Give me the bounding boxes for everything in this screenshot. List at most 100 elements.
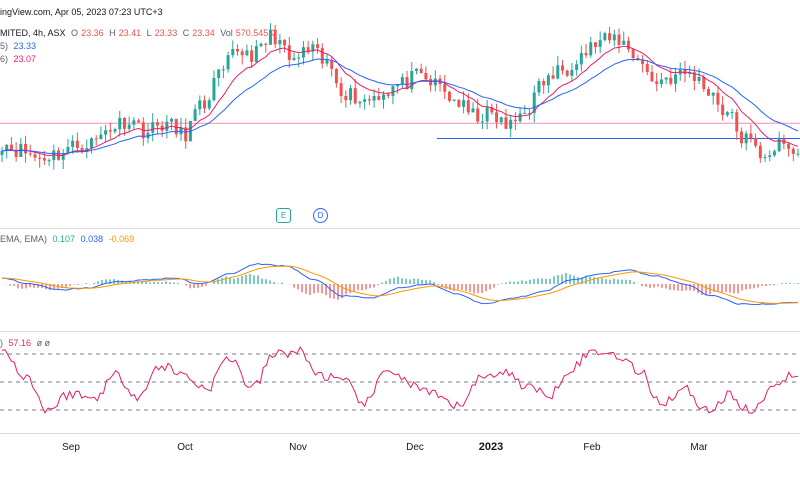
candle-body xyxy=(735,112,739,132)
candle-body xyxy=(626,40,630,50)
candle-body xyxy=(645,63,649,72)
candle-body xyxy=(754,138,758,146)
candle-body xyxy=(702,76,706,90)
pane-divider[interactable] xyxy=(0,228,800,229)
candle-body xyxy=(650,71,654,82)
candle-body xyxy=(349,88,353,101)
candle-body xyxy=(542,80,546,86)
time-axis[interactable]: Sep Oct Nov Dec 2023 Feb Mar xyxy=(0,434,800,487)
candle-body xyxy=(598,40,602,47)
candle-body xyxy=(523,113,527,115)
source-text: ingView.com, Apr 05, 2023 07:23 UTC+3 xyxy=(0,7,163,17)
candle-body xyxy=(160,125,164,131)
candle-body xyxy=(758,145,762,159)
candle-body xyxy=(137,120,141,123)
macd-signal-value: -0.069 xyxy=(108,234,135,244)
candle-body xyxy=(419,68,423,73)
candle-body xyxy=(283,39,287,46)
candle-body xyxy=(674,74,678,84)
candle-body xyxy=(264,43,268,45)
ohlc-h-val: 23.41 xyxy=(118,28,142,38)
candle-body xyxy=(593,42,597,47)
candle-body xyxy=(688,72,692,74)
candle-body xyxy=(301,47,305,58)
candle-body xyxy=(0,151,4,155)
ema2-label: 6) xyxy=(0,54,9,64)
candle-body xyxy=(791,148,795,154)
candle-body xyxy=(622,40,626,45)
candle-body xyxy=(697,76,701,82)
ohlc-h-key: H xyxy=(109,28,116,38)
candle-body xyxy=(353,88,357,104)
candle-body xyxy=(155,122,159,126)
candle-body xyxy=(311,44,315,52)
candle-body xyxy=(485,107,489,122)
candle-body xyxy=(462,100,466,107)
rsi-pane[interactable]: ) 57.16 ø ø xyxy=(0,332,800,432)
candle-body xyxy=(414,68,418,71)
candle-body xyxy=(744,133,748,144)
candle-body xyxy=(490,107,494,113)
candle-body xyxy=(170,118,174,122)
candle-body xyxy=(410,70,414,90)
candle-body xyxy=(655,81,659,85)
ema1-value: 23.33 xyxy=(13,41,37,51)
ema2-legend: 6) 23.07 xyxy=(0,54,39,65)
candle-body xyxy=(122,117,126,129)
candle-body xyxy=(556,65,560,79)
candle-body xyxy=(89,138,93,149)
earnings-event-icon[interactable]: E xyxy=(276,208,291,223)
candle-body xyxy=(768,155,772,158)
ema2-value: 23.07 xyxy=(13,54,37,64)
candle-body xyxy=(221,69,225,71)
header-source: ingView.com, Apr 05, 2023 07:23 UTC+3 xyxy=(0,7,166,18)
signal-line xyxy=(2,265,799,304)
candle-body xyxy=(669,77,673,84)
ohlc-c-val: 23.34 xyxy=(192,28,215,38)
time-tick-sep: Sep xyxy=(62,442,80,453)
candle-body xyxy=(400,77,404,85)
candle-body xyxy=(127,124,131,129)
candle-body xyxy=(447,91,451,101)
candle-body xyxy=(278,39,282,45)
candle-body xyxy=(386,94,390,96)
macd-chart[interactable] xyxy=(0,229,800,331)
candle-body xyxy=(796,153,800,155)
dividend-event-icon[interactable]: D xyxy=(313,208,328,223)
candle-body xyxy=(518,113,522,122)
candle-body xyxy=(433,78,437,86)
candle-body xyxy=(636,57,640,60)
candle-body xyxy=(452,99,456,101)
macd-line xyxy=(1,262,799,306)
price-pane[interactable]: ingView.com, Apr 05, 2023 07:23 UTC+3 MI… xyxy=(0,0,800,228)
candle-body xyxy=(363,99,367,102)
ohlc-l-val: 23.33 xyxy=(154,28,178,38)
candle-body xyxy=(217,69,221,78)
candle-body xyxy=(5,144,9,152)
candle-body xyxy=(94,138,98,140)
symbol-legend: MITED, 4h, ASX O 23.36 H 23.41 L 23.33 C 23.… xyxy=(0,28,277,39)
candle-body xyxy=(113,129,117,132)
candle-body xyxy=(551,75,555,79)
candle-body xyxy=(198,100,202,110)
candle-body xyxy=(589,42,593,56)
candle-body xyxy=(240,51,244,56)
candle-body xyxy=(193,109,197,121)
price-chart[interactable] xyxy=(0,0,800,228)
time-tick-dec: Dec xyxy=(406,442,424,453)
candle-body xyxy=(14,149,18,157)
candle-body xyxy=(391,86,395,96)
candle-body xyxy=(608,33,612,41)
candle-body xyxy=(405,77,409,90)
candle-body xyxy=(306,47,310,52)
candle-body xyxy=(528,112,532,114)
candle-body xyxy=(749,133,753,139)
candle-body xyxy=(236,49,240,52)
rsi-chart[interactable] xyxy=(0,332,800,432)
candle-body xyxy=(28,153,32,155)
pane-divider[interactable] xyxy=(0,331,800,332)
macd-pane[interactable]: EMA, EMA) 0.107 0.038 -0.069 xyxy=(0,229,800,331)
candle-body xyxy=(664,77,668,80)
ohlc-o-key: O xyxy=(71,28,79,38)
candle-body xyxy=(772,151,776,156)
